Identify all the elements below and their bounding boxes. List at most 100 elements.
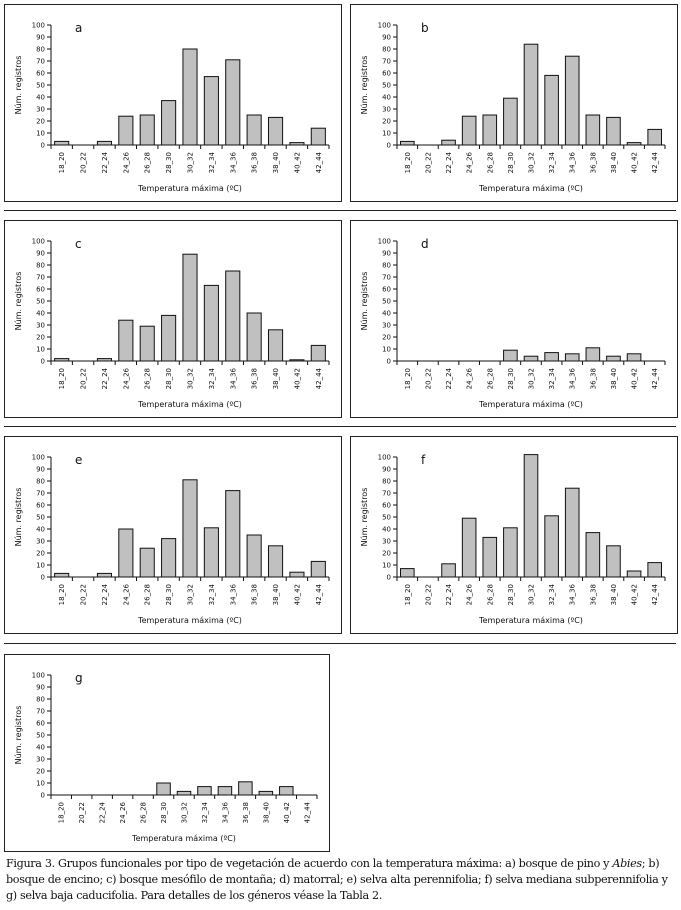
x-tick-label: 40_42	[293, 152, 301, 173]
y-axis-label: Núm. registros	[14, 488, 23, 547]
y-tick-label: 50	[36, 732, 45, 740]
y-tick-label: 50	[382, 298, 391, 306]
bar	[96, 358, 113, 362]
y-tick-label: 10	[382, 130, 391, 138]
panel-label: e	[75, 453, 82, 467]
bar	[246, 312, 262, 362]
bar	[400, 140, 415, 146]
y-tick-label: 70	[382, 58, 391, 66]
bar	[400, 568, 415, 578]
y-tick-label: 80	[382, 262, 391, 270]
x-axis-label: Temperatura máxima (ºC)	[478, 400, 583, 409]
bar	[267, 545, 284, 578]
bar	[564, 55, 580, 146]
bar	[139, 325, 155, 362]
bar	[564, 487, 580, 578]
chart-svg: d 0 10 20 30 40 50 60 70 80 90 100 Núm. registros 18_…	[360, 237, 666, 409]
y-tick-label: 30	[382, 322, 391, 330]
x-tick-label: 20_22	[424, 584, 432, 605]
y-tick-label: 10	[36, 562, 45, 570]
x-tick-label: 30_32	[528, 368, 536, 389]
x-tick-label: 20_22	[78, 802, 86, 823]
x-tick-label: 28_30	[165, 152, 173, 173]
y-tick-label: 20	[36, 118, 45, 126]
bar	[626, 353, 642, 362]
y-tick-label: 0	[387, 142, 391, 150]
panel-label: f	[421, 453, 426, 467]
x-tick-label: 30_32	[528, 152, 536, 173]
bar	[217, 786, 233, 796]
x-tick-label: 42_44	[303, 801, 311, 823]
x-tick-label: 36_38	[589, 152, 597, 173]
bar	[544, 74, 559, 146]
y-tick-label: 90	[382, 250, 391, 258]
y-tick-label: 10	[36, 780, 45, 788]
y-tick-label: 30	[36, 756, 45, 764]
y-tick-label: 100	[32, 238, 45, 246]
y-tick-label: 0	[41, 358, 45, 366]
x-tick-label: 20_22	[80, 368, 88, 389]
bar	[54, 140, 70, 146]
y-tick-label: 30	[36, 538, 45, 546]
x-tick-label: 40_42	[283, 802, 291, 823]
bar	[310, 127, 326, 146]
bar	[647, 128, 662, 146]
y-axis-label: Núm. registros	[360, 272, 369, 331]
x-tick-label: 26_28	[144, 152, 152, 173]
y-tick-label: 100	[378, 238, 391, 246]
bar	[156, 782, 171, 796]
x-tick-label: 34_36	[569, 367, 577, 389]
bar	[626, 142, 642, 146]
y-tick-label: 90	[36, 466, 45, 474]
y-axis-label: Núm. registros	[14, 56, 23, 115]
y-tick-label: 20	[382, 118, 391, 126]
x-tick-label: 28_30	[165, 368, 173, 389]
chart-svg: e 0 10 20 30 40 50 60 70 80 90 100 Núm. registros 18_…	[14, 453, 330, 625]
x-axis-label: Temperatura máxima (ºC)	[478, 184, 583, 193]
y-tick-label: 30	[382, 106, 391, 114]
y-tick-label: 70	[36, 274, 45, 282]
x-tick-label: 36_38	[242, 802, 250, 823]
bar	[503, 97, 518, 146]
x-tick-label: 18_20	[404, 368, 412, 389]
bar	[203, 527, 219, 578]
y-axis-label: Núm. registros	[14, 272, 23, 331]
y-tick-label: 60	[382, 70, 391, 78]
y-tick-label: 30	[36, 322, 45, 330]
x-tick-label: 22_24	[445, 583, 453, 605]
x-tick-label: 24_26	[122, 583, 130, 605]
y-axis-label: Núm. registros	[14, 706, 23, 765]
x-tick-label: 30_32	[181, 802, 189, 823]
x-tick-label: 38_40	[610, 368, 618, 389]
x-tick-label: 36_38	[251, 584, 259, 605]
bar	[544, 515, 559, 578]
x-axis-label: Temperatura máxima (ºC)	[478, 616, 583, 625]
x-tick-label: 24_26	[466, 583, 474, 605]
bar	[54, 358, 70, 362]
x-tick-label: 30_32	[187, 584, 195, 605]
y-tick-label: 50	[36, 82, 45, 90]
bar	[267, 329, 284, 362]
bar	[606, 355, 621, 362]
y-tick-label: 10	[382, 346, 391, 354]
chart-panel-c: c 0 10 20 30 40 50 60 70 80 90 100 Núm. registros 18_…	[4, 220, 342, 418]
row-divider	[4, 643, 676, 644]
y-tick-label: 40	[36, 94, 45, 102]
y-tick-label: 90	[382, 34, 391, 42]
x-tick-label: 20_22	[80, 152, 88, 173]
x-tick-label: 18_20	[58, 152, 66, 173]
bar	[310, 344, 326, 362]
y-tick-label: 100	[378, 22, 391, 30]
y-tick-label: 80	[36, 262, 45, 270]
bar	[585, 114, 601, 146]
chart-panel-e: e 0 10 20 30 40 50 60 70 80 90 100 Núm. registros 18_…	[4, 436, 342, 634]
y-tick-label: 90	[382, 466, 391, 474]
x-tick-label: 42_44	[315, 583, 323, 605]
x-tick-label: 38_40	[272, 368, 280, 389]
x-tick-label: 18_20	[58, 584, 66, 605]
y-tick-label: 30	[36, 106, 45, 114]
y-tick-label: 40	[36, 526, 45, 534]
chart-svg: f 0 10 20 30 40 50 60 70 80 90 100 Núm. registros 18_…	[360, 453, 666, 625]
chart-panel-f: f 0 10 20 30 40 50 60 70 80 90 100 Núm. registros 18_…	[350, 436, 678, 634]
x-tick-label: 34_36	[229, 583, 237, 605]
